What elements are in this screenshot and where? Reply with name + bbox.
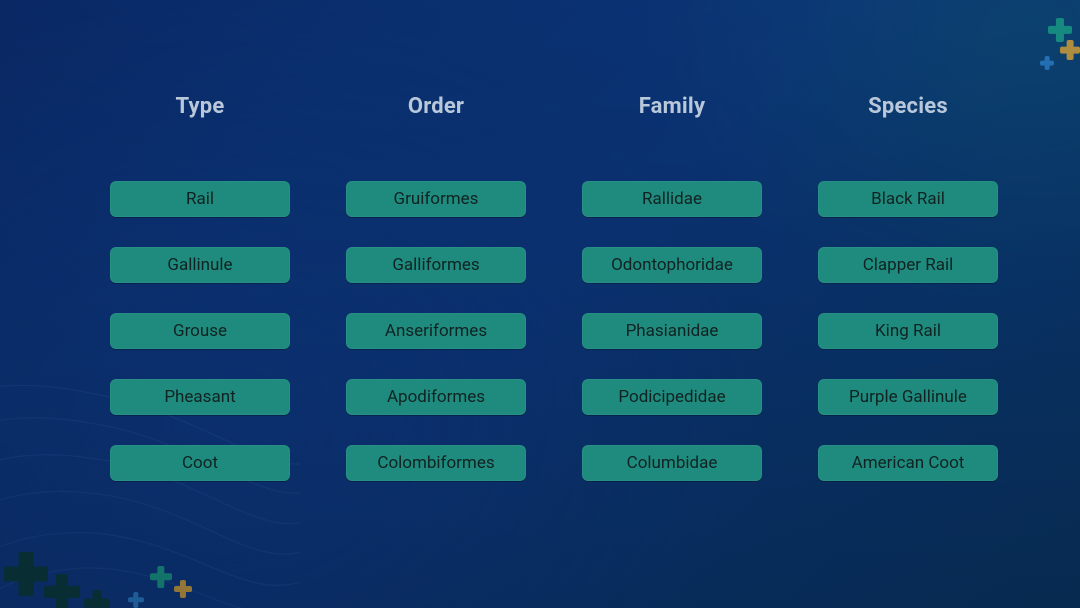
plus-icon (1060, 40, 1080, 60)
chip-family-0[interactable]: Rallidae (582, 181, 762, 217)
chip-type-1[interactable]: Gallinule (110, 247, 290, 283)
chip-type-0[interactable]: Rail (110, 181, 290, 217)
chip-family-1[interactable]: Odontophoridae (582, 247, 762, 283)
plus-icon (4, 552, 48, 596)
chip-order-3[interactable]: Apodiformes (346, 379, 526, 415)
plus-icon (174, 580, 192, 598)
chip-species-4[interactable]: American Coot (818, 445, 998, 481)
chip-species-0[interactable]: Black Rail (818, 181, 998, 217)
column-header-order: Order (408, 94, 464, 119)
plus-icon (150, 566, 172, 588)
column-header-type: Type (176, 94, 225, 119)
chip-type-2[interactable]: Grouse (110, 313, 290, 349)
plus-icon (44, 574, 80, 608)
plus-icon (1040, 56, 1054, 70)
column-species: Species Black Rail Clapper Rail King Rai… (818, 94, 998, 481)
chip-type-3[interactable]: Pheasant (110, 379, 290, 415)
plus-icon (128, 592, 144, 608)
plus-icon (84, 590, 110, 608)
chip-family-2[interactable]: Phasianidae (582, 313, 762, 349)
chip-order-4[interactable]: Colombiformes (346, 445, 526, 481)
chip-type-4[interactable]: Coot (110, 445, 290, 481)
chip-species-1[interactable]: Clapper Rail (818, 247, 998, 283)
plus-icon (1048, 18, 1072, 42)
chip-order-0[interactable]: Gruiformes (346, 181, 526, 217)
chip-order-2[interactable]: Anseriformes (346, 313, 526, 349)
chip-species-2[interactable]: King Rail (818, 313, 998, 349)
chip-family-4[interactable]: Columbidae (582, 445, 762, 481)
chip-order-1[interactable]: Galliformes (346, 247, 526, 283)
chip-family-3[interactable]: Podicipedidae (582, 379, 762, 415)
taxonomy-grid: Type Rail Gallinule Grouse Pheasant Coot… (110, 94, 970, 481)
column-order: Order Gruiformes Galliformes Anseriforme… (346, 94, 526, 481)
chip-species-3[interactable]: Purple Gallinule (818, 379, 998, 415)
column-family: Family Rallidae Odontophoridae Phasianid… (582, 94, 762, 481)
column-type: Type Rail Gallinule Grouse Pheasant Coot (110, 94, 290, 481)
column-header-species: Species (868, 94, 948, 119)
column-header-family: Family (639, 94, 705, 119)
